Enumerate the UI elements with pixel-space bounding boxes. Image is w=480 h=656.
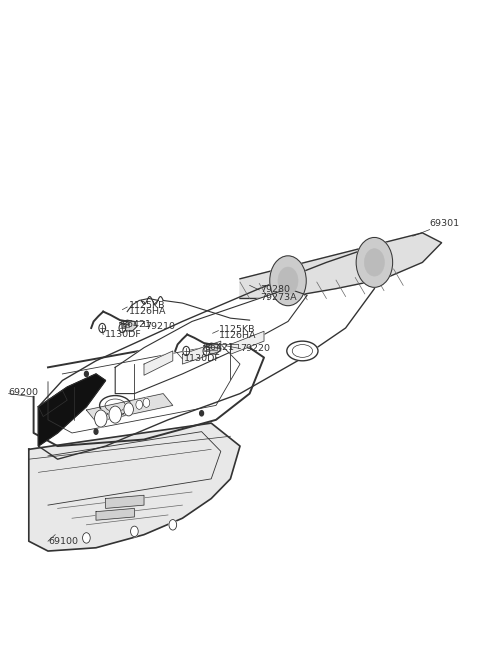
Circle shape [84,371,88,377]
Text: 1125KB: 1125KB [219,325,256,334]
Circle shape [131,526,138,537]
Text: 1130DF: 1130DF [184,354,221,363]
Circle shape [200,411,204,416]
Text: 79210: 79210 [145,321,175,331]
Text: 1130DF: 1130DF [105,330,142,339]
Circle shape [169,520,177,530]
Polygon shape [115,289,307,394]
Polygon shape [144,351,173,375]
Circle shape [99,323,106,333]
Circle shape [119,323,126,333]
Text: 1126HA: 1126HA [129,307,166,316]
Text: 79220: 79220 [240,344,270,353]
Circle shape [95,410,107,427]
Text: 86421: 86421 [204,342,234,352]
Text: 69100: 69100 [48,537,78,546]
Circle shape [143,398,150,407]
Text: 1126HA: 1126HA [219,331,257,340]
Ellipse shape [287,341,318,361]
Polygon shape [38,249,384,459]
Circle shape [209,346,213,352]
Text: 1125KB: 1125KB [129,301,165,310]
Polygon shape [230,331,264,354]
Circle shape [203,346,210,356]
Circle shape [94,429,98,434]
Circle shape [356,237,393,287]
Text: 79280: 79280 [260,285,290,295]
Ellipse shape [100,396,131,415]
Circle shape [183,346,190,356]
Polygon shape [106,495,144,508]
Text: 69200: 69200 [9,388,38,397]
Polygon shape [38,374,106,446]
Polygon shape [29,423,240,551]
Polygon shape [240,233,442,298]
Polygon shape [34,335,264,446]
Circle shape [136,400,143,409]
Circle shape [109,406,121,423]
Polygon shape [182,341,221,364]
Circle shape [124,403,133,416]
Polygon shape [86,394,173,422]
Text: 69301: 69301 [430,218,460,228]
Circle shape [83,533,90,543]
Circle shape [278,267,298,295]
Polygon shape [96,508,134,520]
Circle shape [270,256,306,306]
Text: 86421: 86421 [121,319,151,329]
Text: 79273A: 79273A [260,293,297,302]
Polygon shape [204,343,221,354]
Circle shape [364,249,384,276]
Polygon shape [120,320,137,331]
